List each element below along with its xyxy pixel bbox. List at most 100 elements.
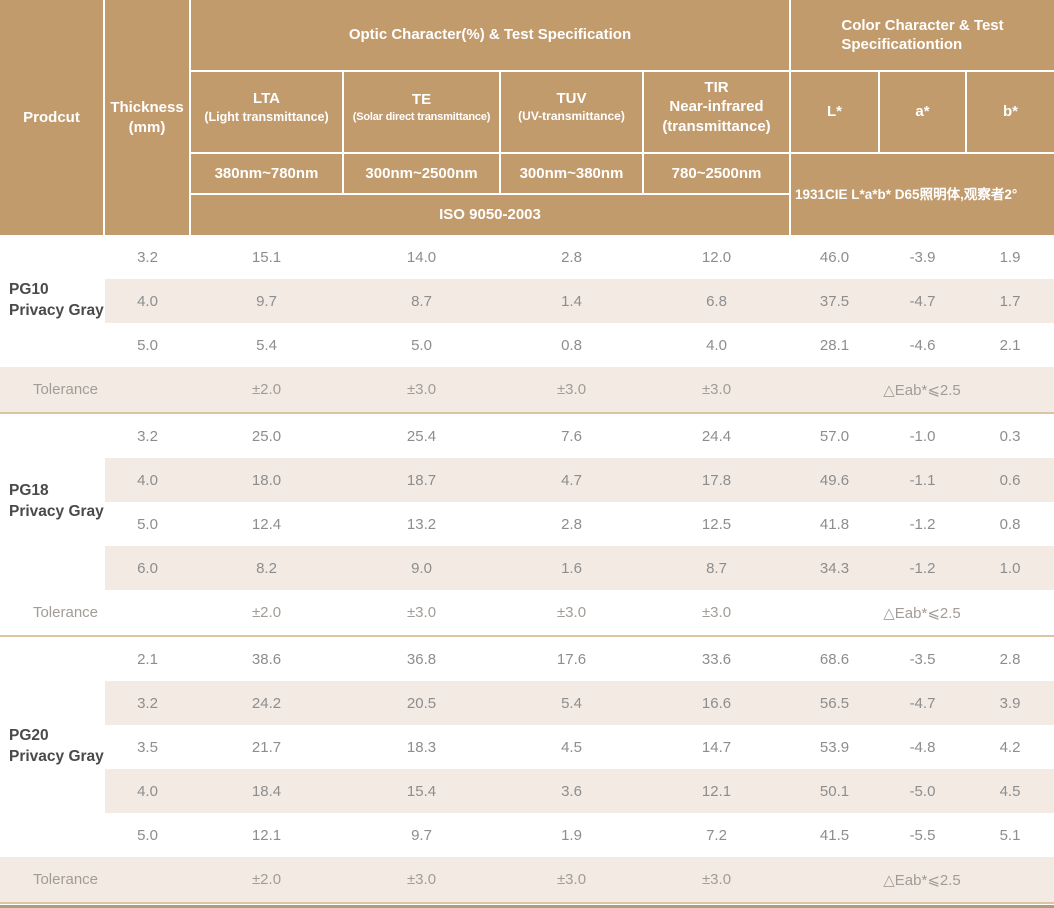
header-optic-group: Optic Character(%) & Test Specification: [191, 0, 789, 70]
bstar-cell: 0.3: [966, 414, 1054, 458]
thickness-cell: 5.0: [105, 323, 190, 367]
header-tuv: TUV (UV-transmittance): [501, 72, 642, 152]
bstar-cell: 3.9: [966, 681, 1054, 725]
tuv-tolerance: ±3.0: [500, 367, 643, 412]
header-bstar: b*: [967, 72, 1054, 152]
lta-cell: 24.2: [190, 681, 343, 725]
te-tolerance: ±3.0: [343, 857, 500, 902]
tolerance-label: Tolerance: [0, 590, 105, 635]
astar-cell: -1.0: [879, 414, 966, 458]
astar-cell: -3.5: [879, 637, 966, 681]
bstar-cell: 1.0: [966, 546, 1054, 590]
lta-tolerance: ±2.0: [190, 857, 343, 902]
te-cell: 5.0: [343, 323, 500, 367]
astar-cell: -1.1: [879, 458, 966, 502]
thickness-cell: 3.2: [105, 235, 190, 279]
lstar-cell: 68.6: [790, 637, 879, 681]
lta-cell: 12.1: [190, 813, 343, 857]
bstar-cell: 4.5: [966, 769, 1054, 813]
lta-cell: 18.0: [190, 458, 343, 502]
tolerance-label: Tolerance: [0, 367, 105, 412]
thickness-cell: 4.0: [105, 279, 190, 323]
tir-tolerance: ±3.0: [643, 857, 790, 902]
thickness-cell: 4.0: [105, 458, 190, 502]
bottom-rule-light: [0, 902, 1054, 904]
tuv-cell: 2.8: [500, 502, 643, 546]
thickness-cell: 2.1: [105, 637, 190, 681]
bottom-rule-dark: [0, 905, 1054, 908]
section-divider: [0, 412, 1054, 414]
thickness-cell: 6.0: [105, 546, 190, 590]
header-te-desc: (Solar direct transmittance): [352, 110, 491, 123]
te-cell: 14.0: [343, 235, 500, 279]
header-tir-abbr: TIR: [704, 78, 729, 96]
lta-cell: 9.7: [190, 279, 343, 323]
table-header: Prodcut Thickness (mm) Optic Character(%…: [0, 0, 1054, 235]
lstar-cell: 41.5: [790, 813, 879, 857]
tir-cell: 14.7: [643, 725, 790, 769]
header-te-abbr: TE: [411, 91, 432, 109]
thickness-cell: 3.5: [105, 725, 190, 769]
te-cell: 18.3: [343, 725, 500, 769]
te-cell: 8.7: [343, 279, 500, 323]
color-tolerance: △Eab*⩽2.5: [790, 590, 1054, 635]
lstar-cell: 49.6: [790, 458, 879, 502]
te-tolerance: ±3.0: [343, 367, 500, 412]
bstar-cell: 0.8: [966, 502, 1054, 546]
astar-cell: -4.8: [879, 725, 966, 769]
empty-cell: [105, 590, 190, 635]
header-lstar: L*: [791, 72, 878, 152]
te-cell: 25.4: [343, 414, 500, 458]
tir-cell: 7.2: [643, 813, 790, 857]
lta-cell: 25.0: [190, 414, 343, 458]
header-astar: a*: [880, 72, 965, 152]
section-pg18: PG18 Privacy Gray 3.2 25.0 25.4 7.6 24.4…: [0, 414, 1054, 635]
tir-cell: 8.7: [643, 546, 790, 590]
header-lta: LTA (Light transmittance): [191, 72, 342, 152]
lta-cell: 18.4: [190, 769, 343, 813]
bstar-cell: 4.2: [966, 725, 1054, 769]
te-tolerance: ±3.0: [343, 590, 500, 635]
lstar-cell: 28.1: [790, 323, 879, 367]
header-iso-standard: ISO 9050-2003: [191, 195, 789, 235]
header-lta-abbr: LTA: [253, 90, 280, 108]
bstar-cell: 2.8: [966, 637, 1054, 681]
tolerance-label: Tolerance: [0, 857, 105, 902]
te-cell: 18.7: [343, 458, 500, 502]
product-name: PG18 Privacy Gray: [0, 414, 105, 590]
tuv-tolerance: ±3.0: [500, 590, 643, 635]
tir-tolerance: ±3.0: [643, 590, 790, 635]
tir-cell: 17.8: [643, 458, 790, 502]
header-lta-desc: (Light transmittance): [204, 109, 329, 124]
te-cell: 36.8: [343, 637, 500, 681]
empty-cell: [105, 367, 190, 412]
lstar-cell: 56.5: [790, 681, 879, 725]
tir-cell: 33.6: [643, 637, 790, 681]
astar-cell: -1.2: [879, 502, 966, 546]
section-divider: [0, 635, 1054, 637]
tir-cell: 4.0: [643, 323, 790, 367]
astar-cell: -4.7: [879, 279, 966, 323]
lstar-cell: 46.0: [790, 235, 879, 279]
thickness-cell: 3.2: [105, 681, 190, 725]
empty-cell: [105, 857, 190, 902]
header-color-group-label: Color Character & Test Specificationtion: [841, 16, 1004, 54]
tuv-cell: 17.6: [500, 637, 643, 681]
lstar-cell: 50.1: [790, 769, 879, 813]
header-tir-desc: Near-infrared (transmittance): [662, 98, 771, 135]
astar-cell: -5.0: [879, 769, 966, 813]
product-name: PG10 Privacy Gray: [0, 235, 105, 367]
thickness-cell: 5.0: [105, 502, 190, 546]
astar-cell: -1.2: [879, 546, 966, 590]
lta-cell: 12.4: [190, 502, 343, 546]
bstar-cell: 5.1: [966, 813, 1054, 857]
product-name: PG20 Privacy Gray: [0, 637, 105, 857]
tir-cell: 12.1: [643, 769, 790, 813]
bottom-rule-gap: [0, 904, 1054, 905]
tuv-cell: 7.6: [500, 414, 643, 458]
astar-cell: -3.9: [879, 235, 966, 279]
te-cell: 13.2: [343, 502, 500, 546]
thickness-cell: 4.0: [105, 769, 190, 813]
lstar-cell: 57.0: [790, 414, 879, 458]
